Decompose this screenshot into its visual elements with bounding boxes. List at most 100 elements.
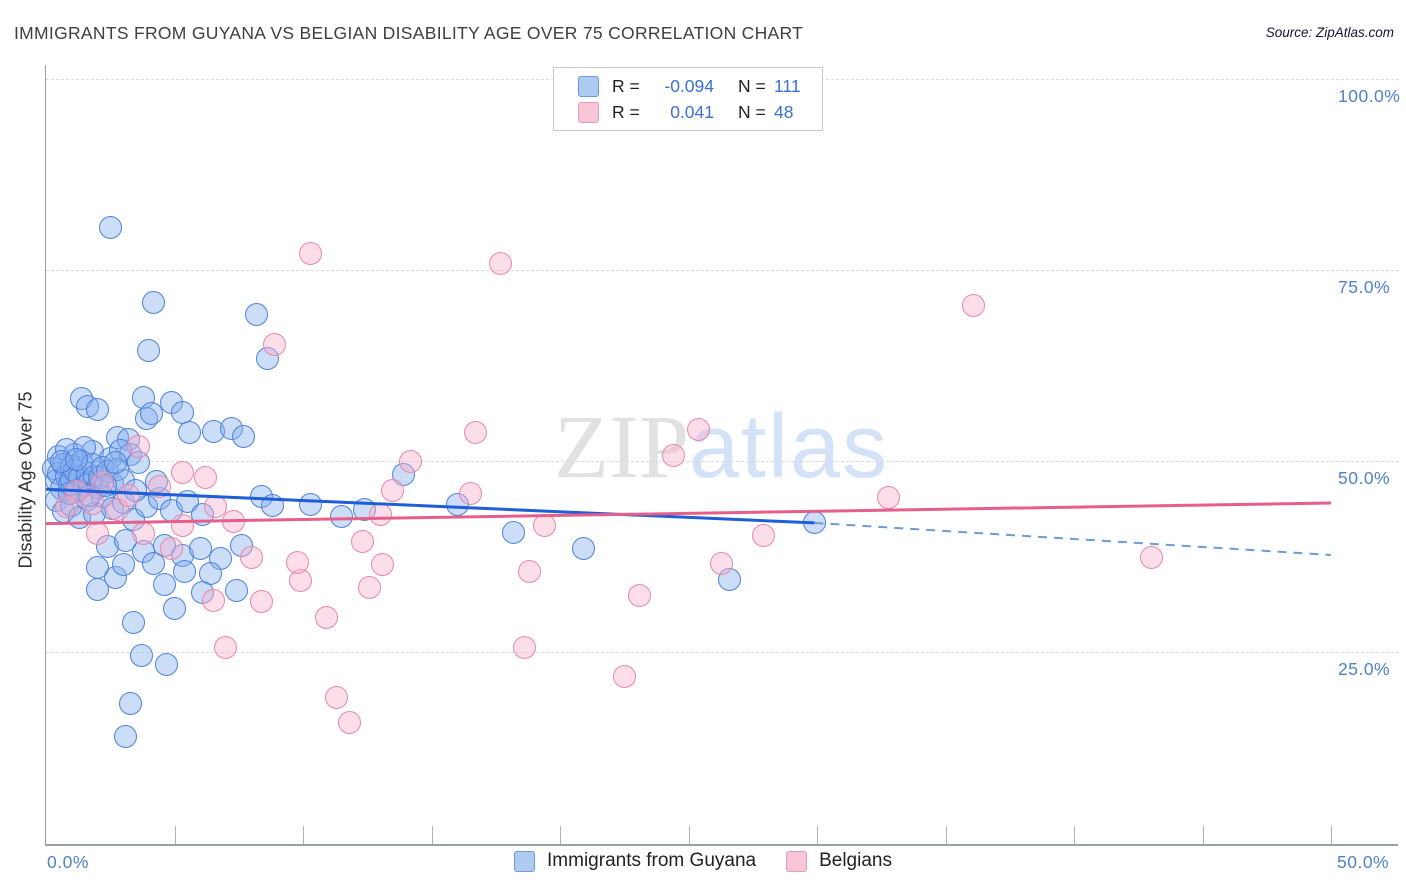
data-point-pink bbox=[324, 686, 348, 710]
data-point-blue bbox=[188, 537, 212, 561]
guyana-trend-line bbox=[45, 487, 815, 525]
x-axis-min-label: 0.0% bbox=[47, 852, 89, 872]
data-point-pink bbox=[687, 418, 711, 442]
data-point-blue bbox=[103, 451, 127, 475]
data-point-blue bbox=[111, 553, 135, 577]
guyana-trend-line-dashed bbox=[814, 521, 1332, 556]
legend-row-belgians: R = 0.041 N = 48 bbox=[578, 101, 822, 123]
x-tick bbox=[303, 826, 304, 844]
n-label: N = bbox=[738, 101, 766, 122]
data-point-pink bbox=[463, 421, 487, 445]
data-point-pink bbox=[160, 536, 184, 560]
data-point-pink bbox=[489, 251, 513, 275]
y-tick-label: 75.0% bbox=[1338, 277, 1391, 297]
pink-series-swatch bbox=[578, 101, 599, 123]
data-point-blue bbox=[163, 596, 186, 620]
legend-item-label: Immigrants from Guyana bbox=[547, 850, 757, 871]
y-tick-label: 50.0% bbox=[1338, 468, 1391, 488]
gridline-25 bbox=[46, 652, 1399, 653]
data-point-pink bbox=[286, 551, 310, 575]
data-point-pink bbox=[170, 460, 194, 484]
data-point-pink bbox=[170, 513, 194, 537]
x-tick bbox=[1331, 826, 1332, 844]
x-tick bbox=[945, 826, 947, 844]
data-point-blue bbox=[155, 653, 179, 677]
data-point-pink bbox=[193, 465, 217, 489]
data-point-blue bbox=[330, 505, 354, 529]
r-label: R = bbox=[612, 75, 640, 96]
pink-series-swatch bbox=[786, 850, 808, 872]
data-point-pink bbox=[358, 576, 382, 600]
data-point-pink bbox=[337, 710, 361, 734]
data-point-pink bbox=[751, 523, 775, 547]
data-point-blue bbox=[85, 577, 109, 601]
trend-lines-layer bbox=[45, 487, 1332, 556]
y-tick-label: 100.0% bbox=[1338, 86, 1401, 106]
data-point-pink bbox=[1139, 545, 1163, 569]
data-point-pink bbox=[314, 606, 338, 630]
y-axis-title: Disability Age Over 75 bbox=[15, 391, 36, 569]
x-tick bbox=[817, 826, 818, 844]
data-point-blue bbox=[137, 339, 161, 363]
data-point-pink bbox=[214, 635, 238, 659]
data-point-blue bbox=[129, 644, 153, 668]
data-point-blue bbox=[178, 421, 202, 445]
chart-title: IMMIGRANTS FROM GUYANA VS BELGIAN DISABI… bbox=[14, 23, 804, 43]
data-point-pink bbox=[381, 478, 405, 502]
data-point-blue bbox=[245, 302, 269, 326]
data-point-blue bbox=[139, 402, 163, 426]
data-point-blue bbox=[85, 398, 109, 422]
data-point-pink bbox=[55, 495, 79, 519]
data-point-pink bbox=[512, 635, 536, 659]
x-tick bbox=[560, 826, 561, 844]
source-attribution: Source: ZipAtlas.com bbox=[1265, 25, 1394, 40]
legend-row-guyana: R = -0.094 N = 111 bbox=[578, 75, 822, 97]
data-point-blue bbox=[114, 724, 138, 748]
data-point-pink bbox=[628, 583, 652, 607]
data-point-pink bbox=[263, 332, 287, 356]
data-point-pink bbox=[371, 553, 395, 577]
blue-series-swatch bbox=[514, 850, 536, 872]
data-point-pink bbox=[240, 545, 264, 569]
data-point-blue bbox=[571, 536, 595, 560]
data-point-pink bbox=[350, 530, 374, 554]
data-point-pink bbox=[661, 444, 685, 468]
legend-item-belgians: Belgians bbox=[786, 850, 892, 872]
x-tick bbox=[1074, 826, 1075, 844]
r-label: R = bbox=[612, 101, 640, 122]
data-point-pink bbox=[116, 483, 140, 507]
correlation-legend-box: R = -0.094 N = 111 R = 0.041 N = 48 bbox=[553, 67, 823, 131]
gridline-75 bbox=[46, 270, 1399, 271]
data-point-blue bbox=[152, 572, 176, 596]
data-point-blue bbox=[224, 578, 248, 602]
x-tick bbox=[174, 826, 176, 844]
x-axis-max-label: 50.0% bbox=[1337, 852, 1390, 872]
data-point-pink bbox=[91, 470, 115, 494]
data-point-pink bbox=[299, 242, 323, 266]
plot-area: ZIPatlas 100.0% 75.0% 50.0% 25.0% bbox=[42, 65, 1400, 845]
data-point-pink bbox=[458, 481, 482, 505]
data-point-blue bbox=[121, 610, 145, 634]
data-point-pink bbox=[612, 664, 636, 688]
legend-item-guyana: Immigrants from Guyana bbox=[514, 850, 756, 872]
data-point-blue bbox=[142, 290, 166, 314]
data-point-blue bbox=[142, 551, 166, 575]
r-value-belgians: 0.041 bbox=[670, 101, 714, 122]
gridline-50 bbox=[46, 461, 1399, 462]
data-point-blue bbox=[98, 216, 122, 240]
data-point-pink bbox=[962, 294, 986, 318]
r-value-guyana: -0.094 bbox=[664, 75, 714, 96]
blue-series-swatch bbox=[578, 75, 599, 97]
legend-item-label: Belgians bbox=[819, 850, 892, 871]
data-point-pink bbox=[127, 434, 151, 458]
x-axis-line bbox=[45, 844, 1398, 846]
data-point-blue bbox=[232, 425, 256, 449]
y-tick-label: 25.0% bbox=[1338, 659, 1391, 679]
data-point-pink bbox=[517, 559, 541, 583]
n-value-guyana: 111 bbox=[774, 75, 801, 96]
data-point-pink bbox=[250, 590, 274, 614]
belgians-trend-line bbox=[45, 501, 1332, 526]
x-tick bbox=[431, 826, 433, 844]
data-point-pink bbox=[710, 551, 734, 575]
